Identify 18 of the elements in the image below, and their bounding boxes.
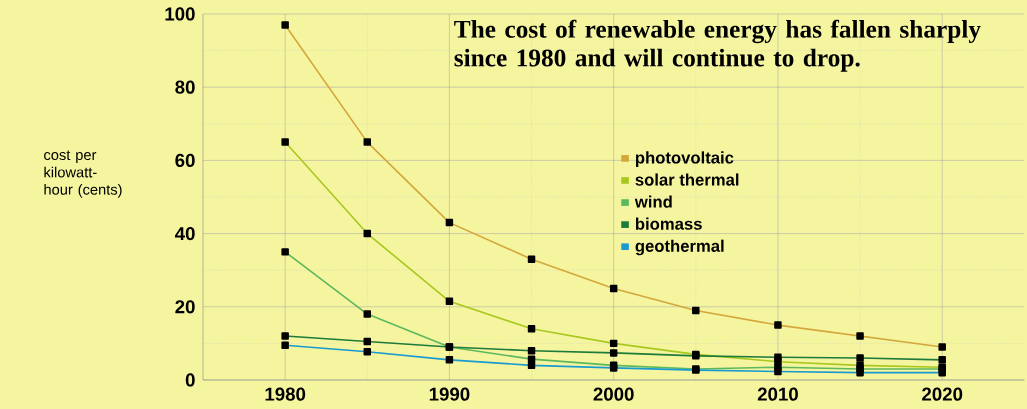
x-tick-label: 2000 [593, 387, 634, 401]
text: The cost of renewable energy has fallen sharply since 1980 and will continue to drop. [454, 19, 981, 72]
x-tick-label: 1980 [265, 387, 306, 401]
y-axis-title: cost per kilowatt-hour (cents) [44, 150, 122, 198]
x-tick-label: 1990 [429, 387, 470, 401]
x-tick-label: 2020 [922, 387, 963, 401]
y-tick-label: 0 [185, 373, 195, 387]
y-tick-label: 20 [175, 300, 195, 314]
y-tick-label: 40 [174, 226, 195, 241]
y-tick-label: 80 [175, 80, 195, 94]
y-tick-label: 60 [175, 153, 195, 167]
legend-label: geothermal [635, 239, 724, 256]
legend-label: biomass [635, 217, 702, 230]
x-tick-label: 2010 [757, 387, 798, 401]
legend-label: solar thermal [635, 173, 739, 186]
legend-label: photovoltaic [635, 151, 734, 167]
y-tick-label: 100 [165, 7, 195, 21]
legend-label: wind [634, 195, 672, 208]
